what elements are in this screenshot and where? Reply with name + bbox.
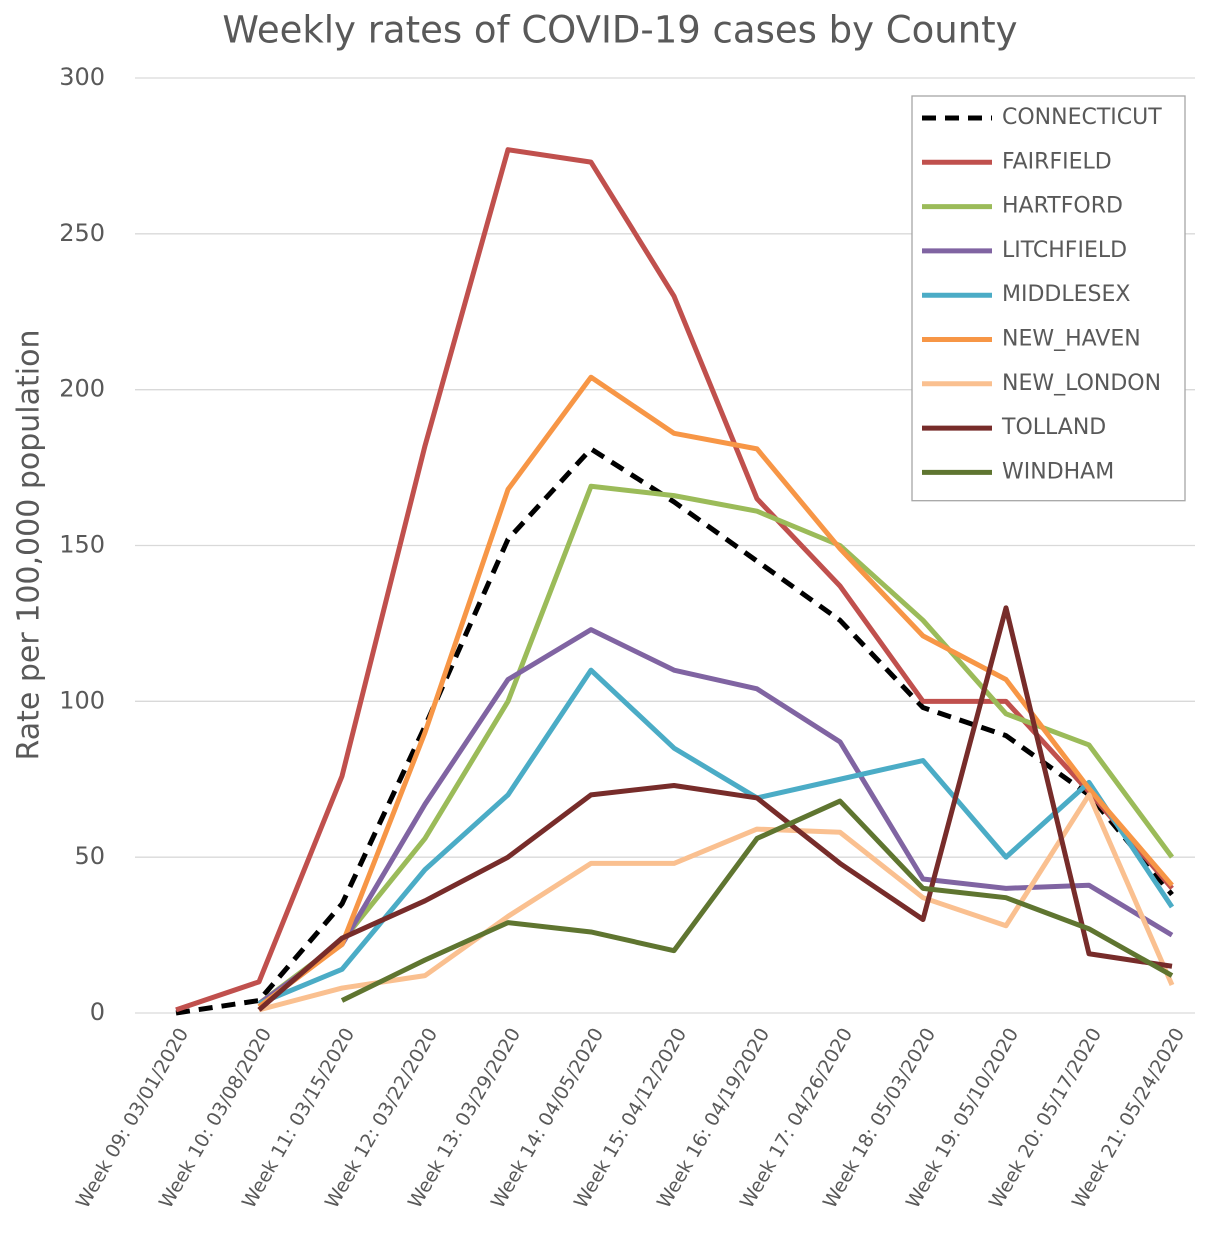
legend-label: WINDHAM: [1002, 459, 1114, 484]
series-line: [340, 798, 1174, 1003]
y-tick-label: 0: [90, 998, 105, 1026]
series-line: [257, 627, 1174, 1006]
y-tick-label: 250: [59, 219, 105, 247]
y-tick-label: 50: [74, 842, 105, 870]
y-tick-label: 150: [59, 531, 105, 559]
series-line: [257, 605, 1173, 1012]
legend-label: FAIRFIELD: [1002, 149, 1112, 174]
legend-label: NEW_LONDON: [1002, 371, 1161, 396]
y-axis-label: Rate per 100,000 population: [12, 330, 47, 761]
legend-label: TOLLAND: [1001, 415, 1106, 440]
legend-label: MIDDLESEX: [1002, 282, 1130, 307]
series-line: [258, 667, 1175, 1006]
chart-title: Weekly rates of COVID-19 cases by County: [222, 9, 1017, 52]
legend-label: HARTFORD: [1002, 194, 1123, 219]
series-line: [175, 446, 1174, 1016]
series-line: [257, 483, 1175, 1006]
legend-label: LITCHFIELD: [1002, 238, 1127, 263]
legend-label: CONNECTICUT: [1002, 105, 1162, 130]
series-line: [257, 374, 1174, 1009]
y-tick-label: 200: [59, 375, 105, 403]
y-tick-label: 300: [59, 63, 105, 91]
y-tick-label: 100: [59, 686, 105, 714]
legend-label: NEW_HAVEN: [1002, 327, 1141, 352]
series-line: [175, 147, 1174, 1013]
